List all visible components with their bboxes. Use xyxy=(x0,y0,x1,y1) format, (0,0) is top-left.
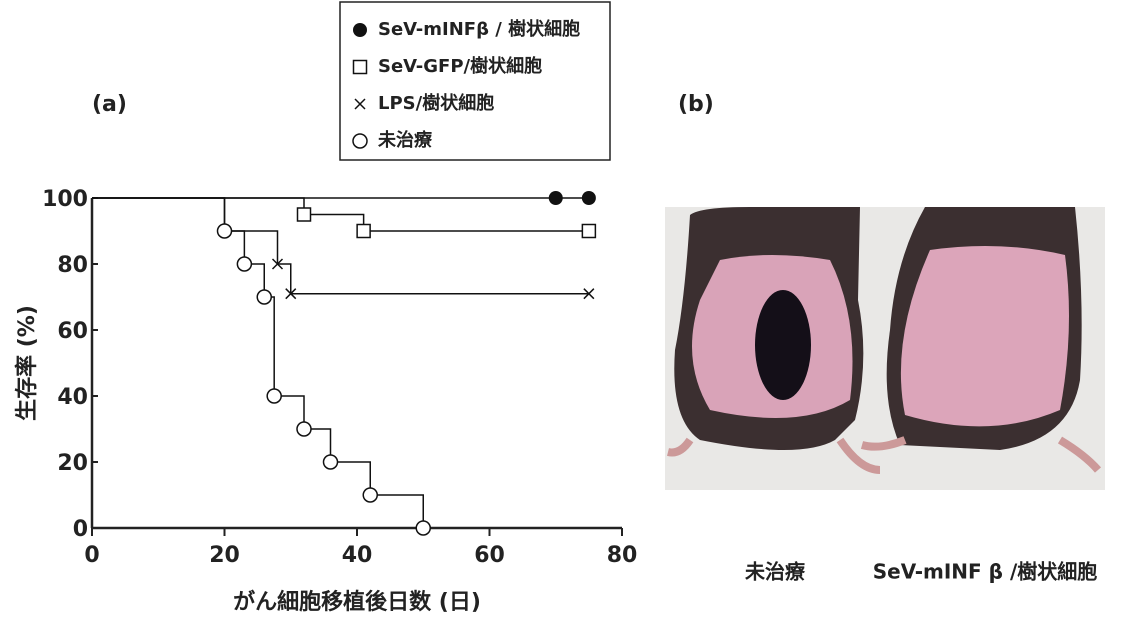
photo xyxy=(665,207,1105,490)
marker xyxy=(237,257,251,271)
marker xyxy=(324,455,338,469)
x-axis-label: がん細胞移植後日数 (日) xyxy=(233,589,481,615)
figure: (a) (b) SeV-mINFβ / 樹状細胞 SeV-GFP/樹状細胞 LPS/… xyxy=(0,0,1122,621)
marker xyxy=(353,134,367,148)
x-tick-label: 20 xyxy=(209,543,240,568)
y-tick-label: 20 xyxy=(57,451,88,476)
panel-label: (a) xyxy=(92,92,127,117)
survival-curve xyxy=(92,198,589,294)
x-tick-label: 60 xyxy=(474,543,505,568)
marker xyxy=(363,488,377,502)
survival-curve xyxy=(92,198,589,231)
y-tick-label: 40 xyxy=(57,385,88,410)
marker xyxy=(257,290,271,304)
marker xyxy=(354,61,367,74)
marker xyxy=(357,225,370,238)
marker xyxy=(582,225,595,238)
survival-curve xyxy=(92,198,423,528)
photo-caption: 未治療 xyxy=(745,560,805,584)
marker xyxy=(582,191,596,205)
legend-label: SeV-mINFβ / 樹状細胞 xyxy=(378,18,580,40)
legend-label: 未治療 xyxy=(378,129,433,151)
y-tick-label: 0 xyxy=(73,517,88,542)
marker xyxy=(298,208,311,221)
y-axis-label: 生存率 (%) xyxy=(14,305,40,421)
marker xyxy=(353,23,367,37)
legend-label: SeV-GFP/樹状細胞 xyxy=(378,55,542,77)
marker xyxy=(218,224,232,238)
x-tick-label: 80 xyxy=(607,543,638,568)
marker xyxy=(416,521,430,535)
photo-caption: SeV-mINF β /樹状細胞 xyxy=(873,560,1098,584)
plot: 0 20 40 60 80 100 0 20 40 60 80 xyxy=(42,187,637,568)
panel-label: (b) xyxy=(678,92,714,117)
marker xyxy=(549,191,563,205)
x-tick-label: 0 xyxy=(84,543,99,568)
x-tick-label: 40 xyxy=(342,543,373,568)
legend-label: LPS/樹状細胞 xyxy=(378,92,494,114)
marker xyxy=(267,389,281,403)
y-tick-label: 100 xyxy=(42,187,88,212)
y-tick-label: 80 xyxy=(57,253,88,278)
marker xyxy=(297,422,311,436)
y-tick-label: 60 xyxy=(57,319,88,344)
